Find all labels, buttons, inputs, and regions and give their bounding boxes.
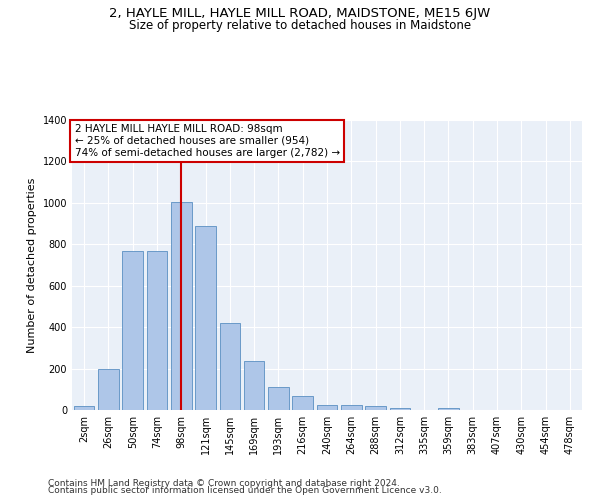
Bar [98, 368, 119, 410]
Bar [146, 250, 167, 410]
Text: 2, HAYLE MILL, HAYLE MILL ROAD, MAIDSTONE, ME15 6JW: 2, HAYLE MILL, HAYLE MILL ROAD, MAIDSTON… [109, 8, 491, 20]
Bar [171, 202, 191, 410]
Bar [244, 362, 265, 410]
Bar [268, 387, 289, 410]
Bar [122, 250, 143, 410]
Bar [438, 408, 459, 410]
Y-axis label: Number of detached properties: Number of detached properties [27, 178, 37, 352]
Bar [341, 405, 362, 410]
Text: Contains public sector information licensed under the Open Government Licence v3: Contains public sector information licen… [48, 486, 442, 495]
Bar [365, 406, 386, 410]
Bar [220, 323, 240, 410]
Text: Contains HM Land Registry data © Crown copyright and database right 2024.: Contains HM Land Registry data © Crown c… [48, 478, 400, 488]
Bar [292, 396, 313, 410]
Bar [317, 405, 337, 410]
Bar [389, 408, 410, 410]
Bar [74, 406, 94, 410]
Text: 2 HAYLE MILL HAYLE MILL ROAD: 98sqm
← 25% of detached houses are smaller (954)
7: 2 HAYLE MILL HAYLE MILL ROAD: 98sqm ← 25… [74, 124, 340, 158]
Bar [195, 226, 216, 410]
Text: Size of property relative to detached houses in Maidstone: Size of property relative to detached ho… [129, 18, 471, 32]
